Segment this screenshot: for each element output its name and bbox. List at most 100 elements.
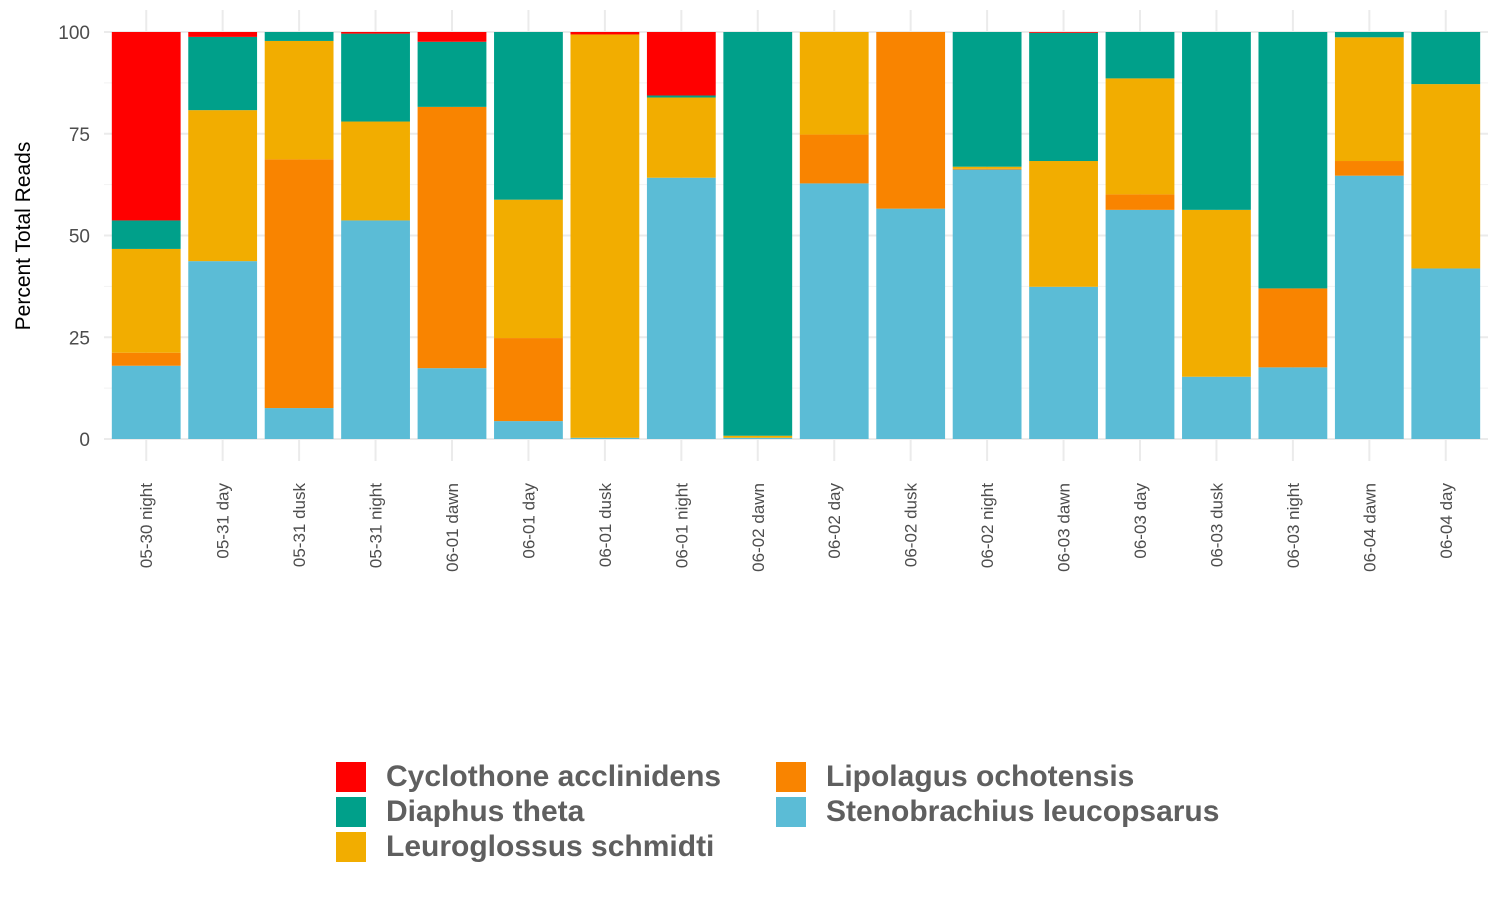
bar-segment	[188, 110, 258, 262]
bar-segment	[1334, 161, 1404, 176]
bar-segment	[417, 368, 487, 439]
x-tick-label: 06-04 day	[1437, 483, 1456, 559]
legend: Cyclothone acclinidens Diaphus theta Leu…	[336, 760, 1296, 870]
bar-segment	[1258, 32, 1328, 289]
bar-segment	[876, 32, 946, 209]
bar-segment	[1334, 32, 1404, 38]
bar-segment	[341, 32, 410, 34]
bar-segment	[111, 220, 181, 249]
bar-segment	[1411, 84, 1481, 269]
legend-item-diaphus: Diaphus theta	[336, 795, 584, 829]
bar-segment	[1334, 37, 1404, 162]
bar-segment	[264, 408, 334, 439]
bar-segment	[188, 36, 258, 111]
legend-label: Cyclothone acclinidens	[386, 760, 722, 793]
bar-segment	[341, 220, 410, 439]
legend-item-leuroglossus: Leuroglossus schmidti	[336, 830, 714, 864]
x-tick-label: 05-31 day	[214, 483, 233, 559]
y-tick-label: 50	[69, 227, 90, 248]
bar-segment	[341, 121, 410, 221]
y-tick-label: 0	[79, 430, 90, 451]
bar-segment	[111, 32, 181, 221]
bar-segment	[494, 199, 563, 339]
x-tick-label: 05-30 night	[137, 483, 156, 568]
legend-label: Diaphus theta	[386, 795, 585, 828]
bar-segment	[417, 32, 487, 42]
bar-segment	[188, 32, 258, 37]
x-tick-label: 06-01 day	[519, 483, 538, 559]
x-tick-label: 06-02 day	[825, 483, 844, 559]
legend-swatch	[336, 797, 366, 827]
x-tick-label: 06-02 night	[978, 483, 997, 568]
bar-segment	[1411, 268, 1481, 439]
x-tick-label: 06-02 dawn	[749, 483, 768, 572]
x-tick-label: 06-03 dusk	[1207, 483, 1226, 568]
y-tick-label: 75	[69, 125, 90, 146]
bar-segment	[646, 97, 716, 178]
bar-segment	[646, 32, 716, 96]
legend-item-lipolagus: Lipolagus ochotensis	[776, 760, 1134, 794]
bar-segment	[1258, 367, 1328, 439]
bar-segment	[417, 106, 487, 369]
legend-label: Lipolagus ochotensis	[826, 760, 1135, 793]
bar-segment	[799, 32, 869, 135]
bar-segment	[1182, 209, 1251, 377]
legend-label: Stenobrachius leucopsarus	[826, 795, 1220, 828]
x-tick-label: 06-01 dusk	[596, 483, 615, 568]
bar-segment	[264, 40, 334, 160]
bar-segment	[646, 95, 716, 98]
bar-segment	[952, 166, 1022, 169]
bar-segment	[1182, 32, 1251, 210]
x-tick-label: 06-01 night	[672, 483, 691, 568]
x-tick-label: 06-03 night	[1284, 483, 1303, 568]
x-axis-ticks: 05-30 night 05-31 day 05-31 dusk 05-31 nigh…	[137, 483, 1456, 572]
bar-segment	[1105, 209, 1175, 439]
bar-segment	[723, 435, 793, 438]
bar-segment	[264, 32, 334, 41]
x-tick-label: 05-31 dusk	[290, 483, 309, 568]
bar-segment	[570, 34, 640, 438]
legend-item-stenobrachius: Stenobrachius leucopsarus	[776, 795, 1219, 829]
bar-segment	[952, 169, 1022, 440]
x-tick-label: 05-31 night	[367, 483, 386, 568]
bars	[111, 32, 1481, 440]
bar-segment	[1105, 78, 1175, 195]
legend-swatch	[776, 797, 806, 827]
bar-segment	[723, 32, 793, 436]
bar-segment	[417, 41, 487, 107]
bar-segment	[188, 261, 258, 439]
x-tick-label: 06-03 day	[1131, 483, 1150, 559]
legend-swatch	[776, 762, 806, 792]
bar-segment	[799, 134, 869, 184]
y-axis-ticks: 0 25 50 75 100	[58, 23, 90, 451]
bar-segment	[111, 248, 181, 353]
bar-segment	[876, 208, 946, 439]
bar-segment	[1029, 286, 1098, 439]
x-tick-label: 06-04 dawn	[1360, 483, 1379, 572]
bar-segment	[494, 338, 563, 422]
bar-segment	[723, 437, 793, 439]
bar-segment	[111, 365, 181, 439]
bar-segment	[264, 159, 334, 409]
legend-item-cyclothone: Cyclothone acclinidens	[336, 760, 721, 794]
bar-segment	[1029, 161, 1098, 287]
bar-segment	[952, 168, 1022, 170]
y-tick-label: 100	[58, 23, 90, 44]
bar-segment	[494, 421, 563, 439]
bar-segment	[1182, 376, 1251, 439]
bar-segment	[570, 32, 640, 35]
bar-segment	[1029, 32, 1098, 162]
legend-swatch	[336, 832, 366, 862]
bar-segment	[952, 32, 1022, 167]
bar-segment	[1334, 175, 1404, 439]
bar-segment	[799, 183, 869, 439]
bar-segment	[494, 32, 563, 200]
bar-segment	[646, 177, 716, 439]
bar-segment	[1029, 32, 1098, 33]
x-tick-label: 06-03 dawn	[1055, 483, 1074, 572]
y-axis-title: Percent Total Reads	[12, 142, 35, 331]
bar-segment	[1105, 194, 1175, 210]
bar-segment	[1411, 32, 1481, 85]
y-tick-label: 25	[69, 328, 90, 349]
